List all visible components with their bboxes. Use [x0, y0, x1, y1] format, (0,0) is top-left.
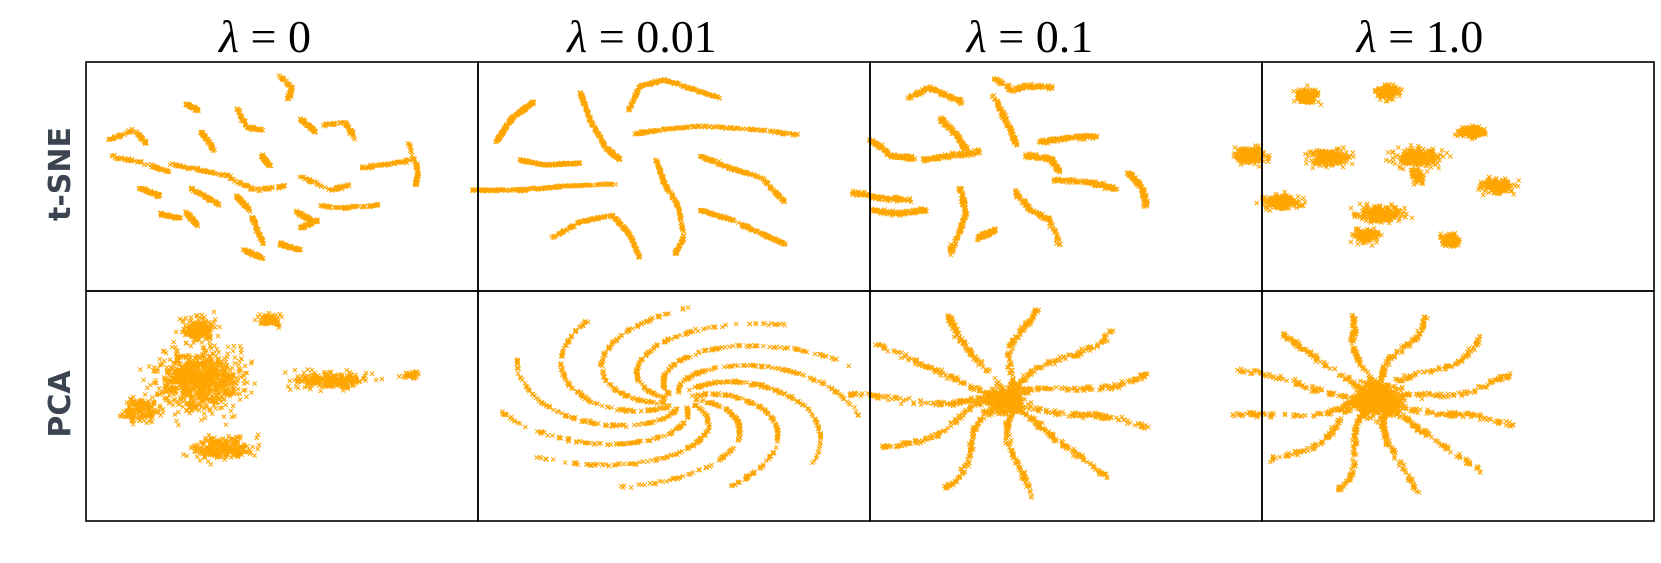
- row-label-tsne: t-SNE: [43, 127, 78, 221]
- column-title-3: λ = 1.0: [1355, 11, 1483, 62]
- column-title-0: λ = 0: [217, 11, 311, 62]
- panel-tsne-lambda-0.1: [869, 61, 1263, 292]
- column-title-2: λ = 0.1: [965, 11, 1093, 62]
- panel-tsne-lambda-1.0: [1261, 61, 1655, 292]
- panel-tsne-lambda-0.01: [477, 61, 871, 292]
- panel-grid: [85, 61, 1655, 522]
- panel-pca-lambda-0.01: [477, 290, 871, 522]
- scatter-x-markers: [105, 72, 1522, 500]
- panel-pca-lambda-0.1: [869, 290, 1263, 522]
- row-label-pca: PCA: [43, 370, 78, 438]
- panel-pca-lambda-1.0: [1261, 290, 1655, 522]
- scatter-points-layer: [105, 72, 1522, 500]
- column-title-1: λ = 0.01: [565, 11, 716, 62]
